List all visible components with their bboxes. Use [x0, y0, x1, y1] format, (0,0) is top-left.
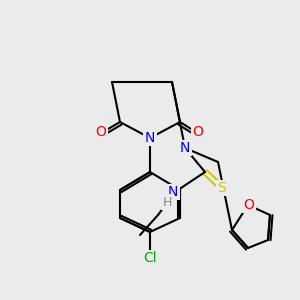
Text: Cl: Cl — [143, 251, 157, 265]
Text: N: N — [145, 131, 155, 145]
Text: N: N — [168, 185, 178, 199]
Text: N: N — [180, 141, 190, 155]
Text: S: S — [218, 181, 226, 195]
Text: H: H — [162, 196, 172, 208]
Text: O: O — [193, 125, 203, 139]
Text: O: O — [244, 198, 254, 212]
Text: O: O — [96, 125, 106, 139]
